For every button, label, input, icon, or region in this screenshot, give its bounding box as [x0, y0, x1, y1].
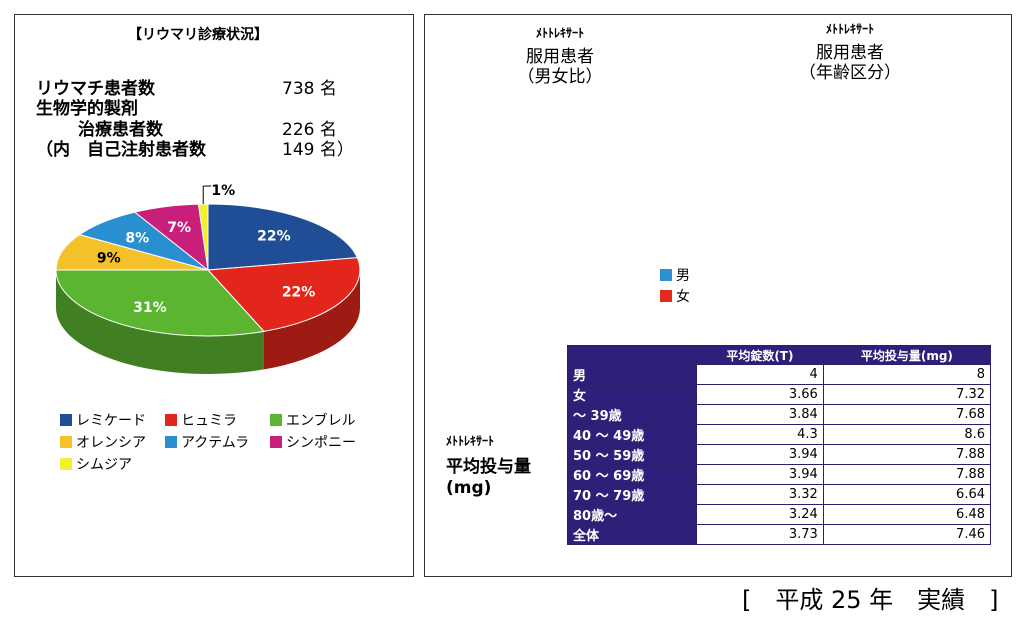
- legend-swatch: [60, 458, 72, 470]
- legend-swatch: [60, 414, 72, 426]
- table-caption-2: 平均投与量: [446, 457, 531, 477]
- table-header-row: 平均錠数(T) 平均投与量(mg): [567, 345, 992, 365]
- table-cell-tablets: 3.94: [696, 444, 824, 465]
- legend-item-orencia: オレンシア: [60, 432, 146, 452]
- table-cell-dose: 6.48: [822, 504, 992, 525]
- pie-data-label: 9%: [97, 250, 121, 266]
- table-row-label: 70 ～ 79歳: [567, 484, 697, 505]
- table-cell-dose: 7.88: [822, 464, 992, 485]
- panel-title: 【リウマリ診療状況】: [128, 27, 268, 43]
- table-caption-3: (mg): [446, 478, 492, 498]
- table-cell-tablets: 3.94: [696, 464, 824, 485]
- legend-swatch: [270, 414, 282, 426]
- table-header-dose: 平均投与量(mg): [822, 345, 992, 365]
- legend-label: エンブレル: [286, 413, 356, 429]
- pie-data-label: 7%: [167, 220, 191, 236]
- table-row: 全体 3.73 7.46: [567, 524, 992, 545]
- table-cell-dose: 8: [822, 364, 992, 385]
- legend-label: レミケード: [76, 413, 146, 429]
- pie-data-label: 1%: [211, 183, 235, 199]
- table-caption-1: ﾒﾄﾄﾚｷｻｰﾄ: [446, 434, 495, 448]
- table-cell-tablets: 3.24: [696, 504, 824, 525]
- table-row-label: 40 ～ 49歳: [567, 424, 697, 445]
- sex-chart-title-1: ﾒﾄﾄﾚｷｻｰﾄ: [535, 26, 584, 40]
- table-row: 女 3.66 7.32: [567, 384, 992, 405]
- table-cell-dose: 7.46: [822, 524, 992, 545]
- age-chart-title-2: 服用患者: [816, 43, 884, 63]
- pie-slice-2: [55, 269, 265, 337]
- legend-item-humira: ヒュミラ: [165, 410, 237, 430]
- legend-swatch: [60, 436, 72, 448]
- stat-value-patients: 738 名: [282, 79, 337, 99]
- table-cell-dose: 6.64: [822, 484, 992, 505]
- legend-label: シムジア: [76, 457, 132, 473]
- pie-slice-1: [206, 257, 361, 332]
- legend-swatch: [165, 436, 177, 448]
- stat-label-self-inject: （内 自己注射患者数: [36, 140, 206, 160]
- table-header-empty: [567, 345, 697, 365]
- table-cell-dose: 7.32: [822, 384, 992, 405]
- legend-label: 女: [676, 289, 690, 305]
- table-row: 80歳～ 3.24 6.48: [567, 504, 992, 525]
- stat-label-bio: 生物学的製剤: [36, 99, 138, 119]
- table-row-label: 60 ～ 69歳: [567, 464, 697, 485]
- legend-item-male: 男: [660, 265, 690, 285]
- table-cell-tablets: 3.32: [696, 484, 824, 505]
- legend-item-female: 女: [660, 286, 690, 306]
- pie-slice-0: [207, 203, 359, 271]
- legend-item-simponi: シンポニー: [270, 432, 356, 452]
- table-row: 60 ～ 69歳 3.94 7.88: [567, 464, 992, 485]
- table-cell-tablets: 3.73: [696, 524, 824, 545]
- table-row-label: 全体: [567, 524, 697, 545]
- pie-side-2: [56, 270, 264, 374]
- table-cell-tablets: 3.66: [696, 384, 824, 405]
- table-row-label: ～ 39歳: [567, 404, 697, 425]
- table-row: 70 ～ 79歳 3.32 6.64: [567, 484, 992, 505]
- table-row: ～ 39歳 3.84 7.68: [567, 404, 992, 425]
- pie-slice-3: [55, 234, 209, 271]
- table-cell-tablets: 3.84: [696, 404, 824, 425]
- legend-swatch: [270, 436, 282, 448]
- legend-label: 男: [676, 268, 690, 284]
- legend-label: シンポニー: [286, 435, 356, 451]
- table-row-label: 男: [567, 364, 697, 385]
- stat-value-treated: 226 名: [282, 120, 337, 140]
- sex-chart-title-3: （男女比）: [517, 67, 603, 87]
- pie-data-label: 8%: [125, 230, 149, 246]
- pie-data-label: 22%: [282, 285, 316, 301]
- stat-value-self-inject: 149 名）: [282, 140, 354, 160]
- pie-data-label: 31%: [133, 300, 167, 316]
- age-chart-title-1: ﾒﾄﾄﾚｷｻｰﾄ: [825, 22, 874, 36]
- table-header-tablets: 平均錠数(T): [696, 345, 824, 365]
- table-cell-dose: 7.88: [822, 444, 992, 465]
- stat-label-patients: リウマチ患者数: [36, 79, 155, 99]
- table-row-label: 女: [567, 384, 697, 405]
- table-row: 50 ～ 59歳 3.94 7.88: [567, 444, 992, 465]
- sex-chart-title-2: 服用患者: [526, 47, 594, 67]
- table-cell-dose: 8.6: [822, 424, 992, 445]
- age-chart-title-3: （年齢区分）: [799, 63, 901, 83]
- pie-data-label: 22%: [257, 228, 291, 244]
- dose-table: 平均錠数(T) 平均投与量(mg) 男 4 8 女 3.66 7.32 ～ 39歳 3.84 7…: [567, 345, 992, 545]
- legend-item-remicade: レミケード: [60, 410, 146, 430]
- footer-period: [ 平成 25 年 実績 ]: [742, 586, 999, 614]
- legend-label: アクテムラ: [181, 435, 250, 451]
- legend-swatch: [165, 414, 177, 426]
- legend-label: オレンシア: [76, 435, 146, 451]
- table-cell-dose: 7.68: [822, 404, 992, 425]
- table-row: 40 ～ 49歳 4.3 8.6: [567, 424, 992, 445]
- stat-label-treated: 治療患者数: [78, 120, 163, 140]
- legend-item-actemra: アクテムラ: [165, 432, 249, 452]
- legend-swatch: [660, 269, 672, 281]
- table-cell-tablets: 4.3: [696, 424, 824, 445]
- table-row-label: 50 ～ 59歳: [567, 444, 697, 465]
- legend-item-enbrel: エンブレル: [270, 410, 356, 430]
- pie-side-1: [263, 270, 360, 370]
- table-cell-tablets: 4: [696, 364, 824, 385]
- legend-swatch: [660, 290, 672, 302]
- legend-label: ヒュミラ: [181, 413, 237, 429]
- legend-item-cimzia: シムジア: [60, 454, 132, 474]
- table-row-label: 80歳～: [567, 504, 697, 525]
